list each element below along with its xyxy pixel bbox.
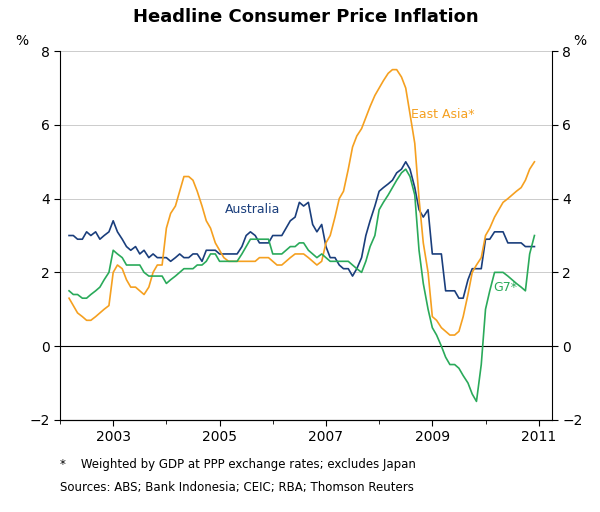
Text: Sources: ABS; Bank Indonesia; CEIC; RBA; Thomson Reuters: Sources: ABS; Bank Indonesia; CEIC; RBA;… [60,481,414,494]
Text: Australia: Australia [225,203,280,217]
Text: %: % [574,33,586,48]
Text: %: % [16,33,29,48]
Text: G7*: G7* [493,281,517,294]
Title: Headline Consumer Price Inflation: Headline Consumer Price Inflation [133,8,479,26]
Text: *    Weighted by GDP at PPP exchange rates; excludes Japan: * Weighted by GDP at PPP exchange rates;… [60,458,416,471]
Text: East Asia*: East Asia* [411,108,475,120]
